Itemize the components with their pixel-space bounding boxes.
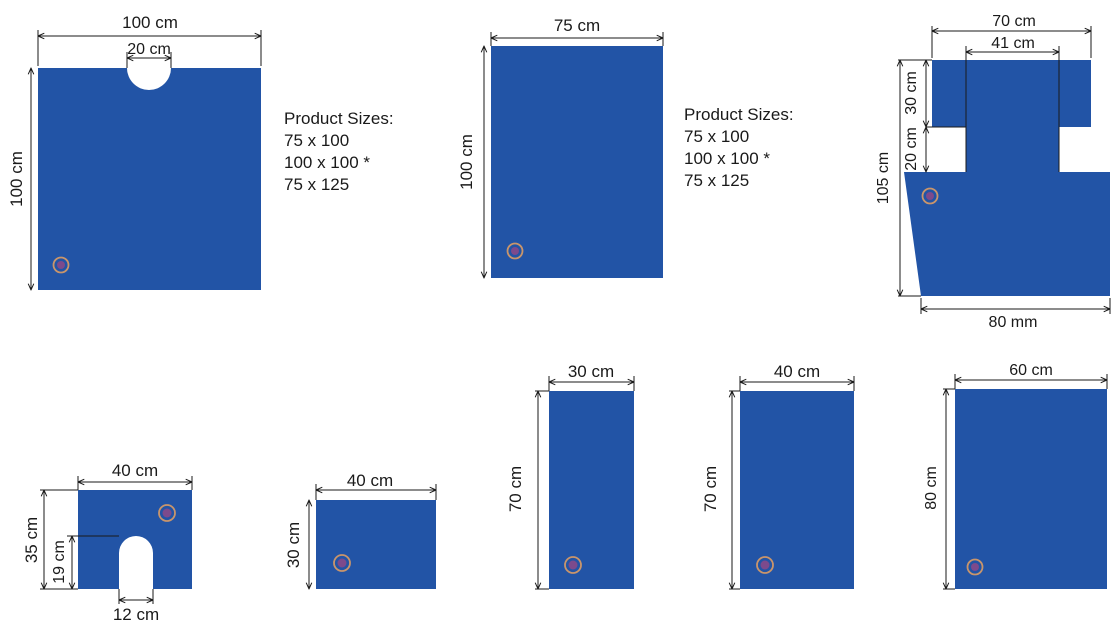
sheet-8-height-label: 80 cm — [923, 466, 940, 510]
sheet-7-width-label: 40 cm — [774, 362, 820, 381]
product-size-item: 75 x 125 — [284, 175, 350, 194]
sheet-5-width-label: 40 cm — [347, 471, 393, 490]
product-size-item: 100 x 100 * — [684, 149, 771, 168]
product-size-item: 100 x 100 * — [284, 153, 371, 172]
sheet-3-inner-width-label: 41 cm — [991, 35, 1035, 52]
sheet-2-height-label: 100 cm — [457, 134, 476, 190]
product-sizes-title: Product Sizes: — [284, 109, 394, 128]
sheet-4-slot-width-label: 12 cm — [113, 605, 159, 624]
sheet-4-width-label: 40 cm — [112, 461, 158, 480]
sheet-3-marker — [921, 187, 939, 205]
sheet-5-marker — [333, 554, 351, 572]
sheet-4-height-label: 35 cm — [22, 517, 41, 563]
sheet-5-height-label: 30 cm — [284, 522, 303, 568]
sheet-7: 40 cm 70 cm — [701, 362, 854, 589]
sheet-7-marker — [756, 556, 774, 574]
sheet-4-shape — [78, 490, 192, 589]
sheet-4: 40 cm 35 cm 19 cm 12 cm — [22, 461, 192, 624]
sheet-1-marker — [52, 256, 70, 274]
sheet-3-shape — [904, 60, 1110, 296]
sheet-3-height-label: 105 cm — [875, 152, 892, 204]
sheet-1-cutout-label: 20 cm — [127, 41, 171, 58]
sheet-2: 75 cm 100 cm — [457, 16, 663, 278]
sheet-1: 100 cm 20 cm 100 cm — [7, 13, 261, 290]
sheet-8-width-label: 60 cm — [1009, 362, 1053, 379]
sheet-6-shape — [549, 391, 634, 589]
sheet-2-shape — [491, 46, 663, 278]
sheet-4-slot-height-label: 19 cm — [51, 540, 68, 584]
product-size-item: 75 x 125 — [684, 171, 750, 190]
sheet-6-height-label: 70 cm — [506, 466, 525, 512]
sheet-2-marker — [506, 242, 524, 260]
product-sizes-note-2: Product Sizes: 75 x 100 100 x 100 * 75 x… — [684, 104, 794, 192]
sheet-1-width-label: 100 cm — [122, 13, 178, 32]
sheet-3-top-width-label: 70 cm — [992, 13, 1036, 30]
product-size-item: 75 x 100 — [684, 127, 750, 146]
sheet-6: 30 cm 70 cm — [506, 362, 634, 589]
sheet-4-marker — [158, 504, 176, 522]
sheet-8-shape — [955, 389, 1107, 589]
sheet-6-width-label: 30 cm — [568, 362, 614, 381]
product-size-item: 75 x 100 — [284, 131, 350, 150]
sheet-2-width-label: 75 cm — [554, 16, 600, 35]
sheet-7-height-label: 70 cm — [701, 466, 720, 512]
sheet-3-bottom-width-label: 80 mm — [989, 314, 1038, 331]
product-sizes-title: Product Sizes: — [684, 105, 794, 124]
product-sizes-note-1: Product Sizes: 75 x 100 100 x 100 * 75 x… — [284, 108, 394, 196]
sheet-6-marker — [564, 556, 582, 574]
sheet-1-height-label: 100 cm — [7, 151, 26, 207]
sheet-3: 70 cm 41 cm 30 cm 20 cm 105 cm 80 mm — [875, 13, 1110, 331]
sheet-3-upper-height-label: 30 cm — [903, 71, 920, 115]
sheet-5-shape — [316, 500, 436, 589]
sheet-8-marker — [966, 558, 984, 576]
sheet-7-shape — [740, 391, 854, 589]
sheet-5: 40 cm 30 cm — [284, 471, 436, 589]
sheet-3-mid-height-label: 20 cm — [903, 127, 920, 171]
sheet-8: 60 cm 80 cm — [923, 362, 1107, 589]
sheet-1-shape — [38, 68, 261, 290]
